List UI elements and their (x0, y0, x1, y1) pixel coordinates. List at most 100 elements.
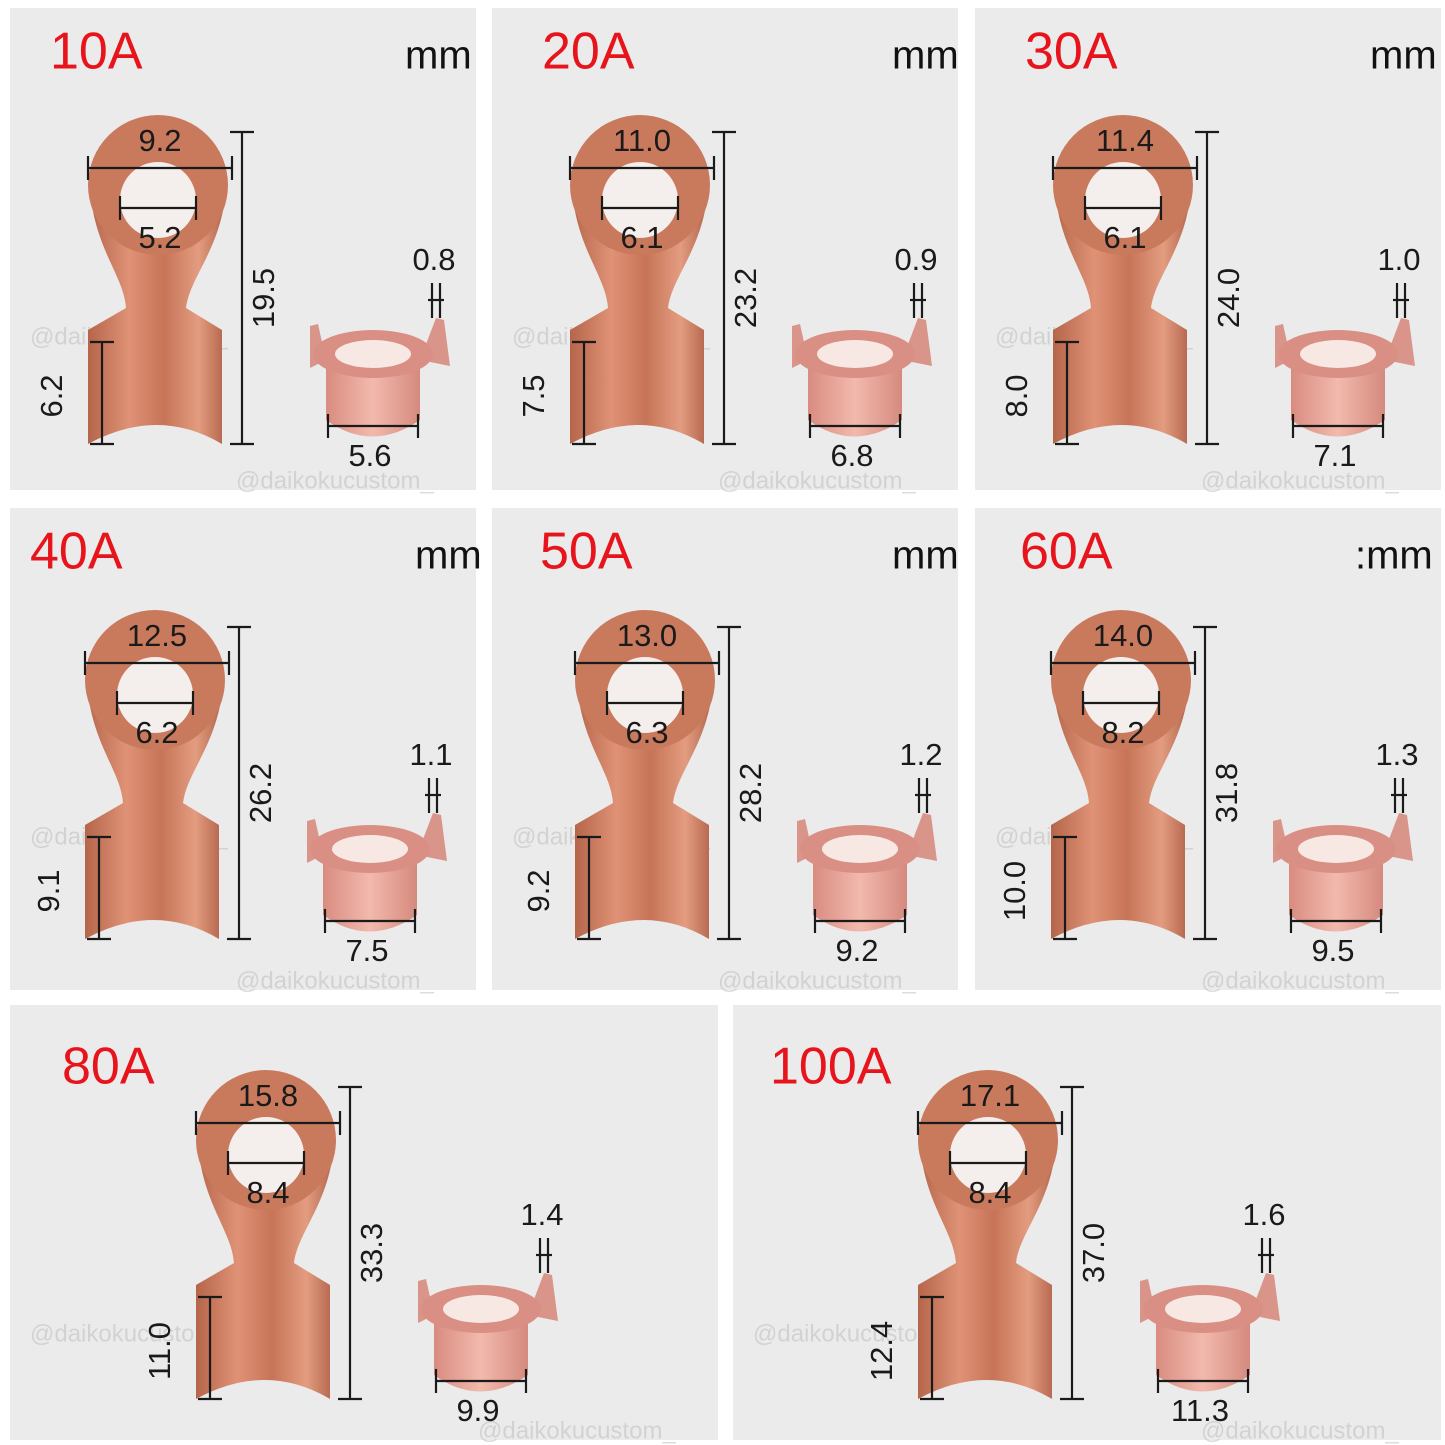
lug: 11.0 6.1 23.2 7.5 0.9 6.8 (516, 115, 938, 473)
cup-opening (332, 835, 408, 863)
size-title: 20A (542, 23, 635, 81)
hole-label: 8.4 (246, 1175, 289, 1210)
thickness-label: 1.0 (1377, 242, 1420, 277)
length-label: 31.8 (1209, 763, 1244, 823)
panel: @daikokucustom_@daikokucustom_10Amm9.25.… (10, 8, 476, 494)
size-title: 80A (62, 1038, 155, 1096)
barrel-width-label: 5.6 (348, 438, 391, 473)
barrel-label: 8.0 (999, 374, 1034, 417)
panel: @daikokucustom_@daikokucustom_40Amm12.56… (10, 508, 482, 994)
watermark: @daikokucustom_ (236, 967, 434, 994)
width-label: 9.2 (138, 123, 181, 158)
length-label: 24.0 (1211, 268, 1246, 328)
unit-label: mm (405, 34, 472, 78)
panel: @daikokucustom_@daikokucustom_30Amm11.46… (975, 8, 1441, 494)
unit-label: :mm (1355, 534, 1433, 578)
panel: @daikokucustom_ @daikokucustom_ 80A 15.8 8.4… (10, 1005, 718, 1444)
size-title: 30A (1025, 23, 1118, 81)
hole-label: 6.1 (620, 220, 663, 255)
panel-background (10, 1005, 718, 1440)
unit-label: mm (892, 34, 959, 78)
lug-body (575, 683, 713, 939)
hole-label: 6.3 (625, 715, 668, 750)
barrel-width-label: 9.2 (835, 933, 878, 968)
lug-hole (228, 1117, 304, 1193)
width-label: 11.0 (613, 123, 671, 158)
lug-hole (602, 162, 678, 238)
unit-label: mm (892, 534, 959, 578)
hole-label: 8.4 (968, 1175, 1011, 1210)
length-label: 33.3 (354, 1223, 389, 1283)
lug-hole (120, 162, 196, 238)
thickness-label: 1.6 (1242, 1197, 1285, 1232)
lug: 12.5 6.2 26.2 9.1 1.1 7.5 (31, 610, 453, 968)
cup-opening (443, 1295, 519, 1323)
watermark: @daikokucustom_ (718, 967, 916, 994)
lug-hole (1085, 162, 1161, 238)
thickness-label: 1.2 (899, 737, 942, 772)
watermark: @daikokucustom_ (1201, 967, 1399, 994)
size-title: 10A (50, 23, 143, 81)
width-label: 15.8 (238, 1078, 298, 1113)
thickness-label: 1.4 (520, 1197, 563, 1232)
hole-label: 6.2 (135, 715, 178, 750)
panel: @daikokucustom_@daikokucustom_20Amm11.06… (492, 8, 959, 494)
barrel-label: 11.0 (142, 1322, 177, 1380)
size-title: 50A (540, 523, 633, 581)
hole-label: 8.2 (1101, 715, 1144, 750)
lug-body (196, 1143, 334, 1399)
watermark: @daikokucustom_ (1201, 467, 1399, 494)
panel: @daikokucustom_@daikokucustom_60A:mm14.0… (975, 508, 1441, 994)
barrel-label: 12.4 (864, 1321, 899, 1381)
lug: 15.8 8.4 33.3 11.0 1.4 9.9 (142, 1070, 564, 1428)
cup-opening (1165, 1295, 1241, 1323)
lug: 17.1 8.4 37.0 12.4 1.6 11.3 (864, 1070, 1286, 1428)
lug-body (918, 1143, 1056, 1399)
unit-label: mm (1370, 34, 1437, 78)
thickness-label: 1.3 (1375, 737, 1418, 772)
watermark: @daikokucustom_ (30, 1320, 228, 1347)
size-title: 60A (1020, 523, 1113, 581)
barrel-width-label: 9.5 (1311, 933, 1354, 968)
width-label: 12.5 (127, 618, 187, 653)
lug: 11.4 6.1 24.0 8.0 1.0 7.1 (999, 115, 1421, 473)
lug-body (88, 188, 226, 444)
thickness-label: 0.8 (412, 242, 455, 277)
unit-label: mm (415, 534, 482, 578)
barrel-width-label: 9.9 (456, 1393, 499, 1428)
lug-hole (607, 657, 683, 733)
lug-hole (1083, 657, 1159, 733)
barrel-width-label: 6.8 (830, 438, 873, 473)
barrel-width-label: 11.3 (1171, 1393, 1229, 1428)
cup-opening (1298, 835, 1374, 863)
length-label: 37.0 (1076, 1223, 1111, 1283)
watermark: @daikokucustom_ (718, 467, 916, 494)
watermark: @daikokucustom_ (478, 1417, 676, 1444)
lug-body (570, 188, 708, 444)
panel: @daikokucustom_@daikokucustom_50Amm13.06… (492, 508, 959, 994)
lug: 13.0 6.3 28.2 9.2 1.2 9.2 (521, 610, 943, 968)
cup-opening (817, 340, 893, 368)
barrel-width-label: 7.1 (1313, 438, 1356, 473)
width-label: 14.0 (1093, 618, 1153, 653)
width-label: 17.1 (960, 1078, 1020, 1113)
size-title: 40A (30, 523, 123, 581)
lug-hole (950, 1117, 1026, 1193)
cup-opening (822, 835, 898, 863)
thickness-label: 0.9 (894, 242, 937, 277)
barrel-label: 9.2 (521, 869, 556, 912)
barrel-label: 10.0 (997, 861, 1032, 921)
width-label: 13.0 (617, 618, 677, 653)
cup-opening (335, 340, 411, 368)
length-label: 23.2 (728, 268, 763, 328)
lug: 9.2 5.2 19.5 6.2 0.8 5.6 (34, 115, 456, 473)
watermark: @daikokucustom_ (1201, 1417, 1399, 1444)
length-label: 26.2 (243, 763, 278, 823)
size-title: 100A (770, 1038, 892, 1096)
lug-body (1053, 188, 1191, 444)
barrel-label: 6.2 (34, 374, 69, 417)
hole-label: 5.2 (138, 220, 181, 255)
panel-background (733, 1005, 1441, 1440)
watermark: @daikokucustom_ (236, 467, 434, 494)
